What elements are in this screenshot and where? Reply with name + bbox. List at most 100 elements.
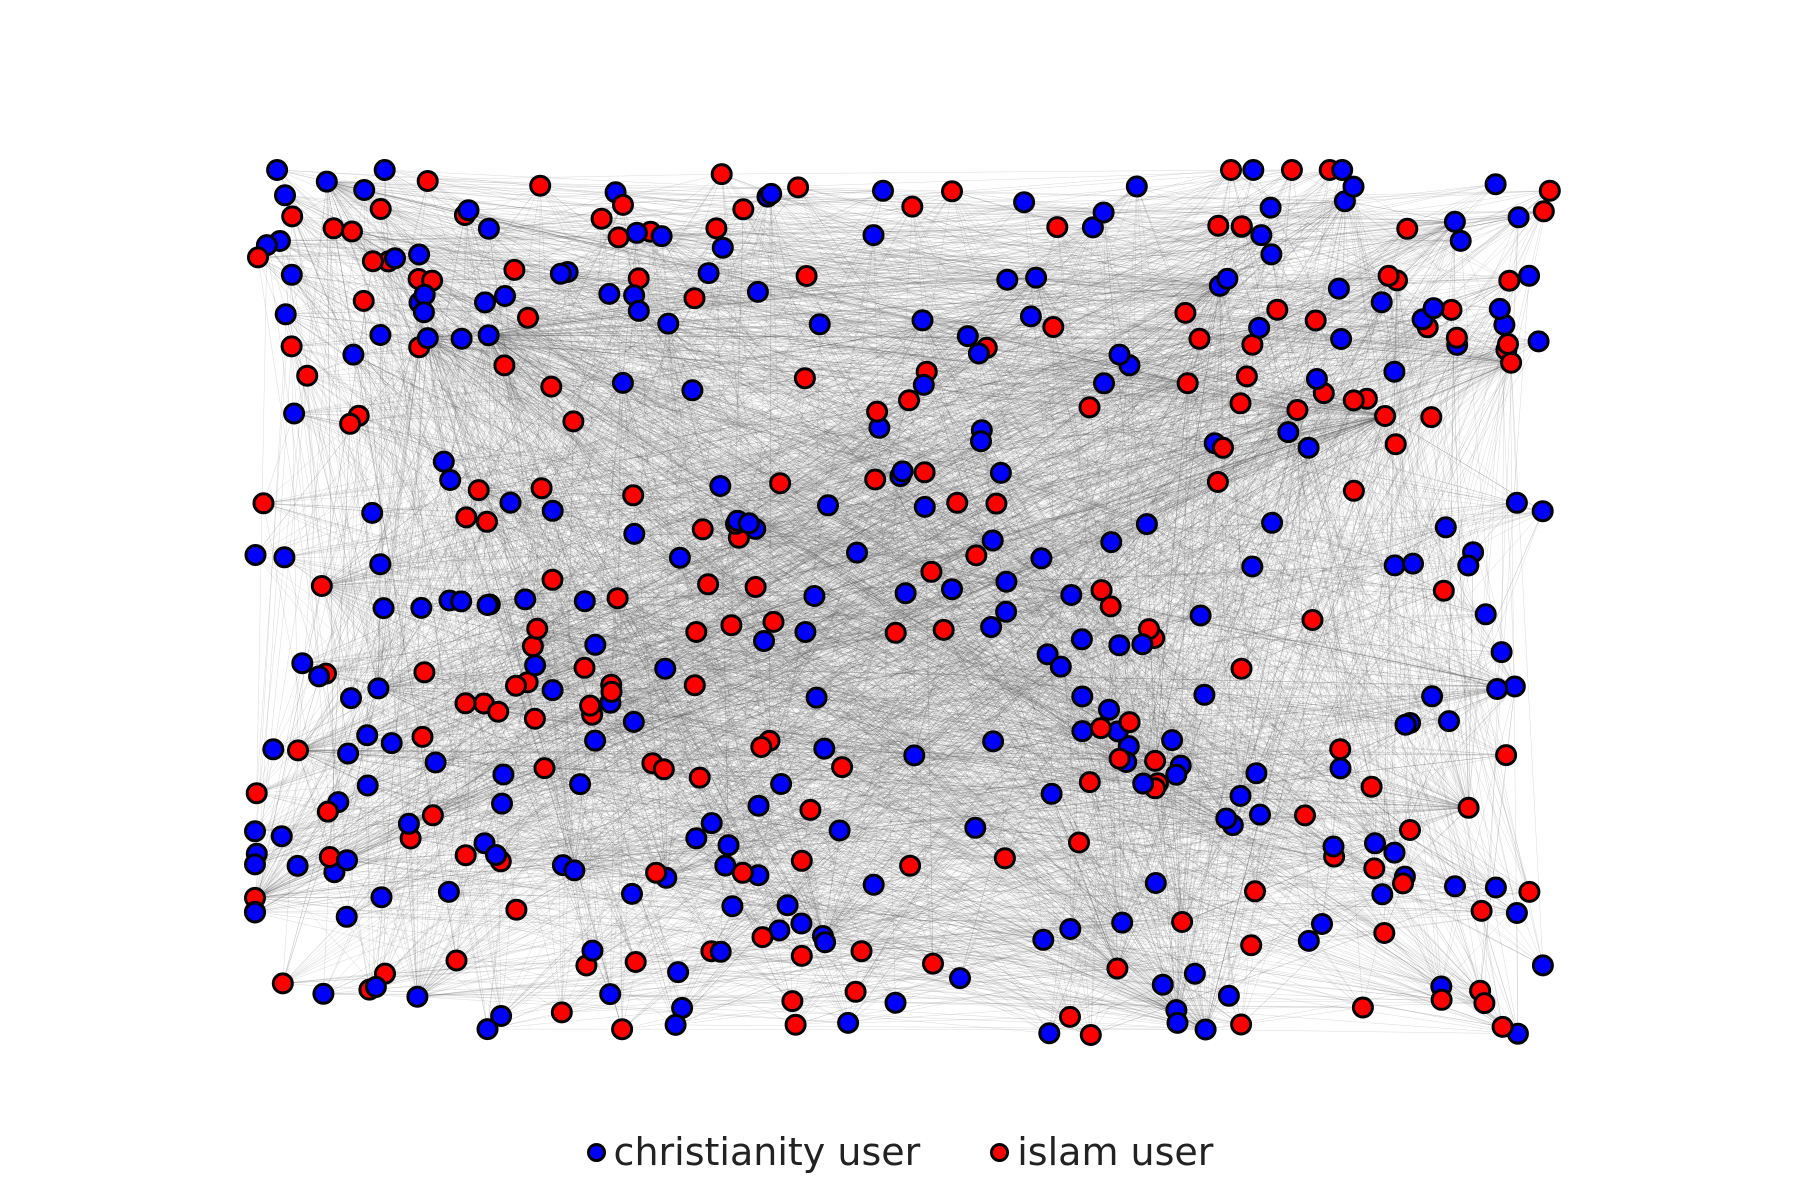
- islam-user-node: [784, 1013, 807, 1036]
- christianity-user-node: [364, 975, 387, 998]
- christianity-user-node: [476, 594, 499, 616]
- christianity-user-node: [1108, 343, 1131, 366]
- christianity-user-node: [1081, 216, 1104, 239]
- islam-user-node: [866, 400, 889, 423]
- christianity-user-node: [336, 849, 358, 872]
- christianity-user-node: [721, 895, 744, 918]
- christianity-user-node: [499, 491, 522, 514]
- christianity-user-node: [569, 773, 592, 796]
- christianity-user-node: [1183, 962, 1206, 985]
- islam-user-node: [318, 846, 341, 868]
- christianity-user-node: [342, 343, 365, 366]
- islam-user-node: [505, 898, 528, 921]
- islam-user-node: [941, 180, 963, 203]
- islam-user-node: [1384, 433, 1407, 456]
- christianity-user-node: [397, 812, 420, 835]
- islam-user-node: [1266, 298, 1289, 321]
- islam-user-node: [1230, 215, 1253, 238]
- christianity-user-node: [1322, 835, 1345, 858]
- islam-user-node: [1079, 1024, 1102, 1046]
- islam-user-node: [1374, 405, 1397, 427]
- islam-user-node: [541, 568, 564, 591]
- islam-user-node: [1518, 880, 1541, 903]
- christianity-user-node: [584, 633, 607, 656]
- christianity-user-node: [369, 553, 392, 576]
- islam-user-node: [1377, 264, 1400, 287]
- islam-user-node: [1171, 911, 1194, 933]
- islam-user-node: [751, 926, 774, 949]
- christianity-user-node: [524, 654, 547, 677]
- christianity-user-node: [450, 327, 473, 350]
- islam-user-node: [844, 980, 867, 1003]
- islam-user-node: [352, 289, 375, 312]
- islam-user-node: [316, 800, 339, 823]
- christianity-user-node: [1242, 159, 1265, 181]
- christianity-user-node: [1434, 516, 1457, 539]
- islam-user-node: [920, 560, 943, 583]
- christianity-user-node: [1241, 555, 1264, 578]
- islam-user-node: [1440, 298, 1463, 321]
- islam-user-node: [523, 707, 546, 730]
- christianity-user-node: [894, 582, 917, 605]
- islam-user-node: [1457, 796, 1480, 819]
- islam-user-node: [1207, 214, 1230, 237]
- christianity-user-node: [753, 630, 775, 652]
- christianity-user-node: [981, 529, 1004, 552]
- christianity-user-node: [700, 812, 723, 835]
- node-layer: [244, 159, 1561, 1046]
- christianity-user-node: [913, 495, 936, 518]
- christianity-user-node: [1019, 305, 1042, 328]
- islam-user-node: [1230, 657, 1253, 680]
- islam-user-node: [1280, 159, 1303, 181]
- edge-bundle: [254, 169, 1551, 1036]
- islam-user-node: [946, 491, 969, 514]
- islam-user-node: [750, 736, 773, 758]
- christianity-user-node: [760, 182, 783, 205]
- christianity-user-node: [1216, 267, 1239, 290]
- christianity-user-node: [1135, 513, 1158, 536]
- christianity-user-node: [584, 729, 607, 752]
- christianity-user-node: [1531, 954, 1554, 977]
- christianity-user-node: [340, 687, 362, 710]
- christianity-user-node: [681, 379, 704, 402]
- christianity-user-node: [1488, 297, 1511, 320]
- christianity-user-node: [291, 652, 314, 675]
- christianity-user-node: [805, 686, 828, 709]
- christianity-user-node: [1249, 803, 1271, 826]
- christianity-user-node: [356, 724, 379, 747]
- islam-user-node: [683, 674, 706, 697]
- islam-user-node: [1188, 327, 1211, 350]
- christianity-user-node: [995, 570, 1018, 593]
- christianity-user-node: [1166, 1011, 1189, 1034]
- islam-user-node: [533, 757, 556, 780]
- islam-user-node: [271, 972, 294, 995]
- christianity-user-node: [549, 262, 572, 285]
- christianity-user-node: [1059, 918, 1082, 940]
- christianity-user-node: [1505, 902, 1528, 924]
- christianity-user-node: [244, 901, 266, 924]
- christianity-user-node: [912, 373, 935, 396]
- christianity-user-node: [494, 285, 516, 307]
- christianity-user-node: [1071, 685, 1094, 708]
- christianity-user-node: [794, 621, 817, 643]
- christianity-user-node: [956, 325, 979, 348]
- islam-user-node: [280, 335, 303, 358]
- islam-user-node: [1342, 389, 1365, 412]
- christianity-user-node: [884, 991, 907, 1014]
- christianity-user-node: [1161, 729, 1184, 752]
- islam-user-node: [454, 844, 477, 867]
- islam-user-node: [1229, 392, 1252, 415]
- islam-user-node: [1089, 717, 1112, 740]
- islam-user-node: [705, 217, 728, 240]
- islam-user-node: [795, 265, 818, 287]
- christianity-user-node: [697, 262, 720, 285]
- christianity-user-node: [432, 450, 455, 473]
- christianity-user-node: [266, 159, 289, 181]
- christianity-user-node: [747, 794, 770, 817]
- islam-user-node: [1342, 479, 1365, 502]
- islam-user-node: [932, 618, 955, 641]
- christianity-user-node: [1305, 368, 1328, 390]
- christianity-user-node: [514, 588, 537, 611]
- legend-label-islam: islam user: [1017, 1130, 1214, 1174]
